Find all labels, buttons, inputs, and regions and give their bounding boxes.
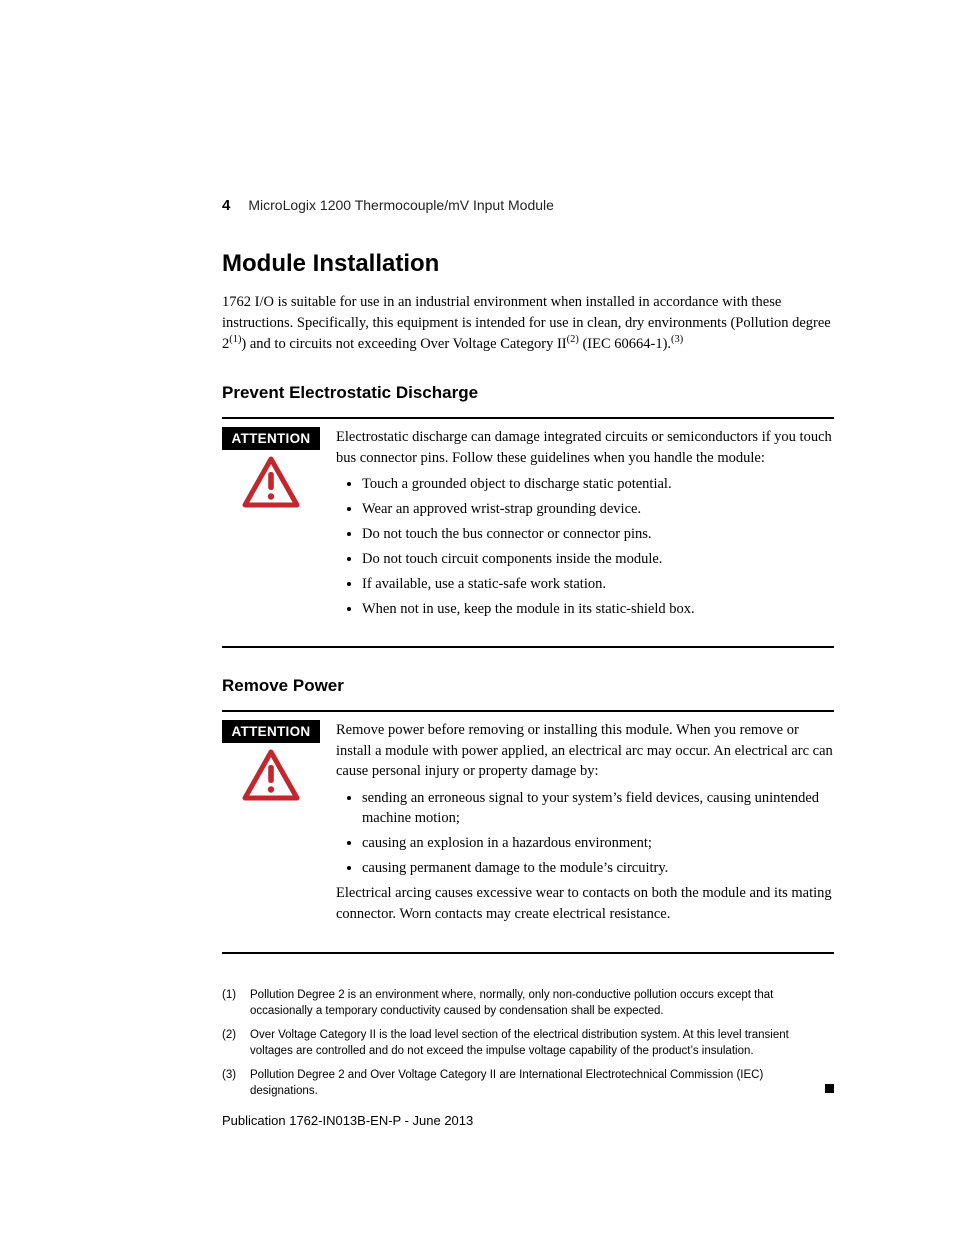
- rule-bottom-power: [222, 952, 834, 954]
- heading-remove-power: Remove Power: [222, 676, 834, 696]
- footnote-num: (1): [222, 988, 240, 1019]
- list-item: sending an erroneous signal to your syst…: [362, 788, 834, 828]
- intro-text-c: (IEC 60664-1).: [579, 336, 671, 352]
- footnote-1: (1) Pollution Degree 2 is an environment…: [222, 988, 834, 1019]
- warning-triangle-icon: [242, 456, 300, 508]
- heading-esd: Prevent Electrostatic Discharge: [222, 383, 834, 403]
- footnote-ref-3: (3): [671, 334, 683, 345]
- rule-bottom-esd: [222, 646, 834, 648]
- page-body: Module Installation 1762 I/O is suitable…: [0, 0, 954, 1128]
- running-header: 4 MicroLogix 1200 Thermocouple/mV Input …: [222, 197, 834, 214]
- footnote-num: (2): [222, 1028, 240, 1059]
- intro-paragraph: 1762 I/O is suitable for use in an indus…: [222, 292, 834, 355]
- page-number: 4: [222, 197, 230, 214]
- list-item: causing permanent damage to the module’s…: [362, 858, 834, 878]
- list-item: Do not touch circuit components inside t…: [362, 549, 834, 569]
- publication-line: Publication 1762-IN013B-EN-P - June 2013: [222, 1113, 834, 1128]
- footnotes-block: (1) Pollution Degree 2 is an environment…: [222, 988, 834, 1099]
- footnote-ref-1: (1): [229, 334, 241, 345]
- list-item: Wear an approved wrist-strap grounding d…: [362, 499, 834, 519]
- footnote-num: (3): [222, 1068, 240, 1099]
- attention-left-power: ATTENTION: [222, 720, 320, 930]
- attention-block-power: ATTENTION Remove power before removing o…: [222, 712, 834, 942]
- footnote-text: Over Voltage Category II is the load lev…: [250, 1028, 834, 1059]
- attention-left-esd: ATTENTION: [222, 427, 320, 624]
- list-item: causing an explosion in a hazardous envi…: [362, 833, 834, 853]
- attention-text-esd: Electrostatic discharge can damage integ…: [336, 427, 834, 624]
- list-item: Do not touch the bus connector or connec…: [362, 524, 834, 544]
- attention-label-esd: ATTENTION: [222, 427, 320, 450]
- heading-module-installation: Module Installation: [222, 250, 834, 278]
- document-title: MicroLogix 1200 Thermocouple/mV Input Mo…: [248, 197, 554, 213]
- attention-label-power: ATTENTION: [222, 720, 320, 743]
- power-lead: Remove power before removing or installi…: [336, 720, 834, 782]
- power-trailer: Electrical arcing causes excessive wear …: [336, 883, 834, 924]
- footnote-2: (2) Over Voltage Category II is the load…: [222, 1028, 834, 1059]
- esd-lead: Electrostatic discharge can damage integ…: [336, 427, 834, 468]
- list-item: If available, use a static-safe work sta…: [362, 574, 834, 594]
- footnote-ref-2: (2): [567, 334, 579, 345]
- warning-triangle-icon: [242, 749, 300, 801]
- footnote-3: (3) Pollution Degree 2 and Over Voltage …: [222, 1068, 834, 1099]
- attention-text-power: Remove power before removing or installi…: [336, 720, 834, 930]
- power-bullet-list: sending an erroneous signal to your syst…: [336, 788, 834, 878]
- list-item: Touch a grounded object to discharge sta…: [362, 474, 834, 494]
- intro-text-b: ) and to circuits not exceeding Over Vol…: [241, 336, 566, 352]
- esd-bullet-list: Touch a grounded object to discharge sta…: [336, 474, 834, 619]
- footnote-text: Pollution Degree 2 is an environment whe…: [250, 988, 834, 1019]
- footnote-text: Pollution Degree 2 and Over Voltage Cate…: [250, 1068, 834, 1099]
- list-item: When not in use, keep the module in its …: [362, 599, 834, 619]
- attention-block-esd: ATTENTION Electrostatic discharge can da…: [222, 419, 834, 636]
- page-corner-marker-icon: [825, 1084, 834, 1093]
